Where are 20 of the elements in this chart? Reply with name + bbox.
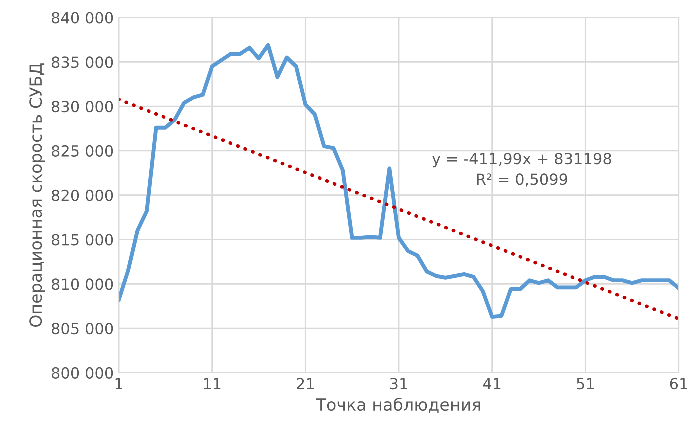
y-tick-label: 805 000 — [52, 323, 114, 335]
x-tick-label: 1 — [116, 378, 122, 390]
y-tick-label: 800 000 — [52, 367, 114, 379]
x-tick-label: 51 — [577, 378, 594, 390]
y-tick-label: 820 000 — [52, 190, 114, 202]
annotation: y = -411,99x + 831198 R² = 0,5099 — [432, 153, 612, 187]
y-tick-label: 835 000 — [52, 56, 114, 68]
y-axis-title: Операционная скорость СУБД — [30, 64, 46, 328]
x-tick-label: 11 — [204, 378, 221, 390]
line-series — [119, 43, 679, 319]
y-tick-label: 830 000 — [52, 101, 114, 113]
x-tick-label: 31 — [390, 378, 408, 390]
y-tick-label: 825 000 — [52, 145, 114, 157]
x-tick-label: 61 — [670, 378, 688, 390]
x-axis-title: Точка наблюдения — [316, 398, 480, 414]
x-tick-label: 41 — [483, 378, 501, 390]
y-tick-label: 810 000 — [52, 278, 114, 290]
x-tick-label: 21 — [297, 378, 314, 390]
y-tick-label: 815 000 — [52, 234, 114, 246]
y-tick-label: 840 000 — [52, 12, 114, 24]
